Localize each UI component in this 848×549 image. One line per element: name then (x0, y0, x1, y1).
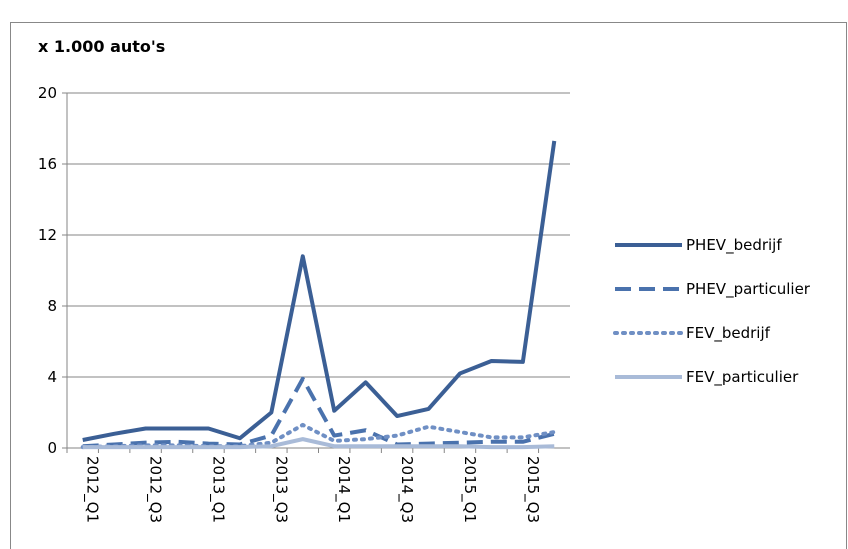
x-tick-label: 2012_Q1 (83, 456, 102, 523)
x-tick-label: 2014_Q3 (397, 456, 416, 523)
legend-label: FEV_bedrijf (686, 324, 771, 343)
x-tick-label: 2014_Q1 (334, 456, 353, 523)
series-line (82, 140, 557, 442)
y-tick-label: 8 (47, 297, 57, 315)
x-tick-label: 2013_Q3 (271, 456, 290, 523)
y-tick-label: 12 (38, 226, 57, 244)
x-tick-label: 2013_Q1 (208, 456, 227, 523)
x-tick-label: 2015_Q1 (460, 456, 479, 523)
legend-label: PHEV_particulier (686, 280, 811, 299)
series-line (82, 376, 555, 449)
y-tick-label: 20 (38, 84, 57, 102)
legend-label: FEV_particulier (686, 368, 799, 387)
y-tick-label: 16 (38, 155, 57, 173)
x-tick-label: 2015_Q3 (523, 456, 542, 523)
legend-label: PHEV_bedrijf (686, 236, 782, 255)
x-tick-label: 2012_Q3 (146, 456, 165, 523)
y-tick-label: 0 (47, 439, 57, 457)
series-line (82, 437, 555, 450)
chart-frame (10, 22, 847, 549)
y-axis-label: x 1.000 auto's (38, 37, 165, 56)
y-tick-label: 4 (47, 368, 57, 386)
